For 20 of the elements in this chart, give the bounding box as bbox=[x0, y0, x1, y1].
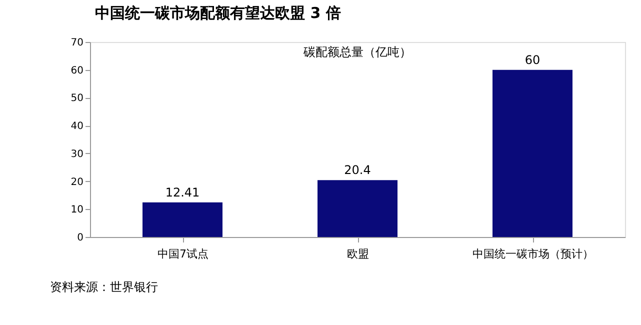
y-tick-label: 70 bbox=[70, 38, 84, 48]
y-tick-label: 60 bbox=[70, 65, 84, 76]
text: 资料来源：世界银行 bbox=[50, 280, 158, 294]
bar bbox=[142, 202, 222, 237]
y-tick-label: 10 bbox=[70, 204, 84, 216]
data-label: 12.41 bbox=[165, 185, 200, 200]
bar bbox=[492, 70, 572, 237]
y-tick-label: 30 bbox=[70, 148, 84, 160]
data-label: 60 bbox=[524, 52, 540, 67]
chart-title: 中国统一碳市场配额有望达欧盟 3 倍 bbox=[95, 4, 341, 22]
y-tick-label: 40 bbox=[70, 121, 84, 132]
x-tick-label: 中国统一碳市场（预计） bbox=[472, 248, 594, 260]
y-tick-label: 20 bbox=[70, 176, 84, 188]
bar bbox=[318, 180, 398, 237]
x-tick-label: 欧盟 bbox=[347, 248, 369, 260]
y-tick-label: 50 bbox=[70, 93, 84, 104]
text: 碳配额总量（亿吨） bbox=[302, 45, 412, 59]
y-tick-label: 0 bbox=[77, 232, 84, 244]
x-tick-label: 中国7试点 bbox=[158, 248, 208, 260]
data-label: 20.4 bbox=[344, 163, 371, 178]
